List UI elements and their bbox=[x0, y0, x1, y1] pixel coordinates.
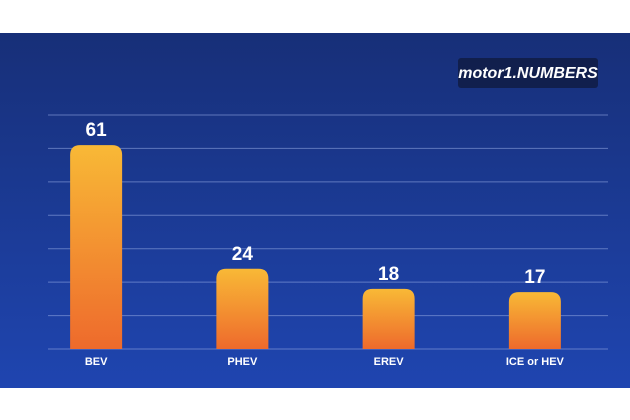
value-label: 61 bbox=[86, 120, 108, 141]
bar bbox=[508, 292, 561, 349]
brand-badge bbox=[458, 58, 598, 88]
brand-logo: motor1.NUMBERS bbox=[458, 65, 598, 82]
x-tick-label: BEV bbox=[85, 356, 108, 368]
x-tick-label: EREV bbox=[374, 356, 405, 368]
value-label: 17 bbox=[524, 267, 545, 288]
bar bbox=[362, 288, 415, 349]
value-label: 24 bbox=[232, 244, 254, 265]
bar bbox=[70, 145, 123, 349]
value-label: 18 bbox=[378, 264, 399, 285]
x-tick-label: PHEV bbox=[227, 356, 258, 368]
x-tick-label: ICE or HEV bbox=[506, 356, 565, 368]
bar bbox=[216, 268, 269, 349]
